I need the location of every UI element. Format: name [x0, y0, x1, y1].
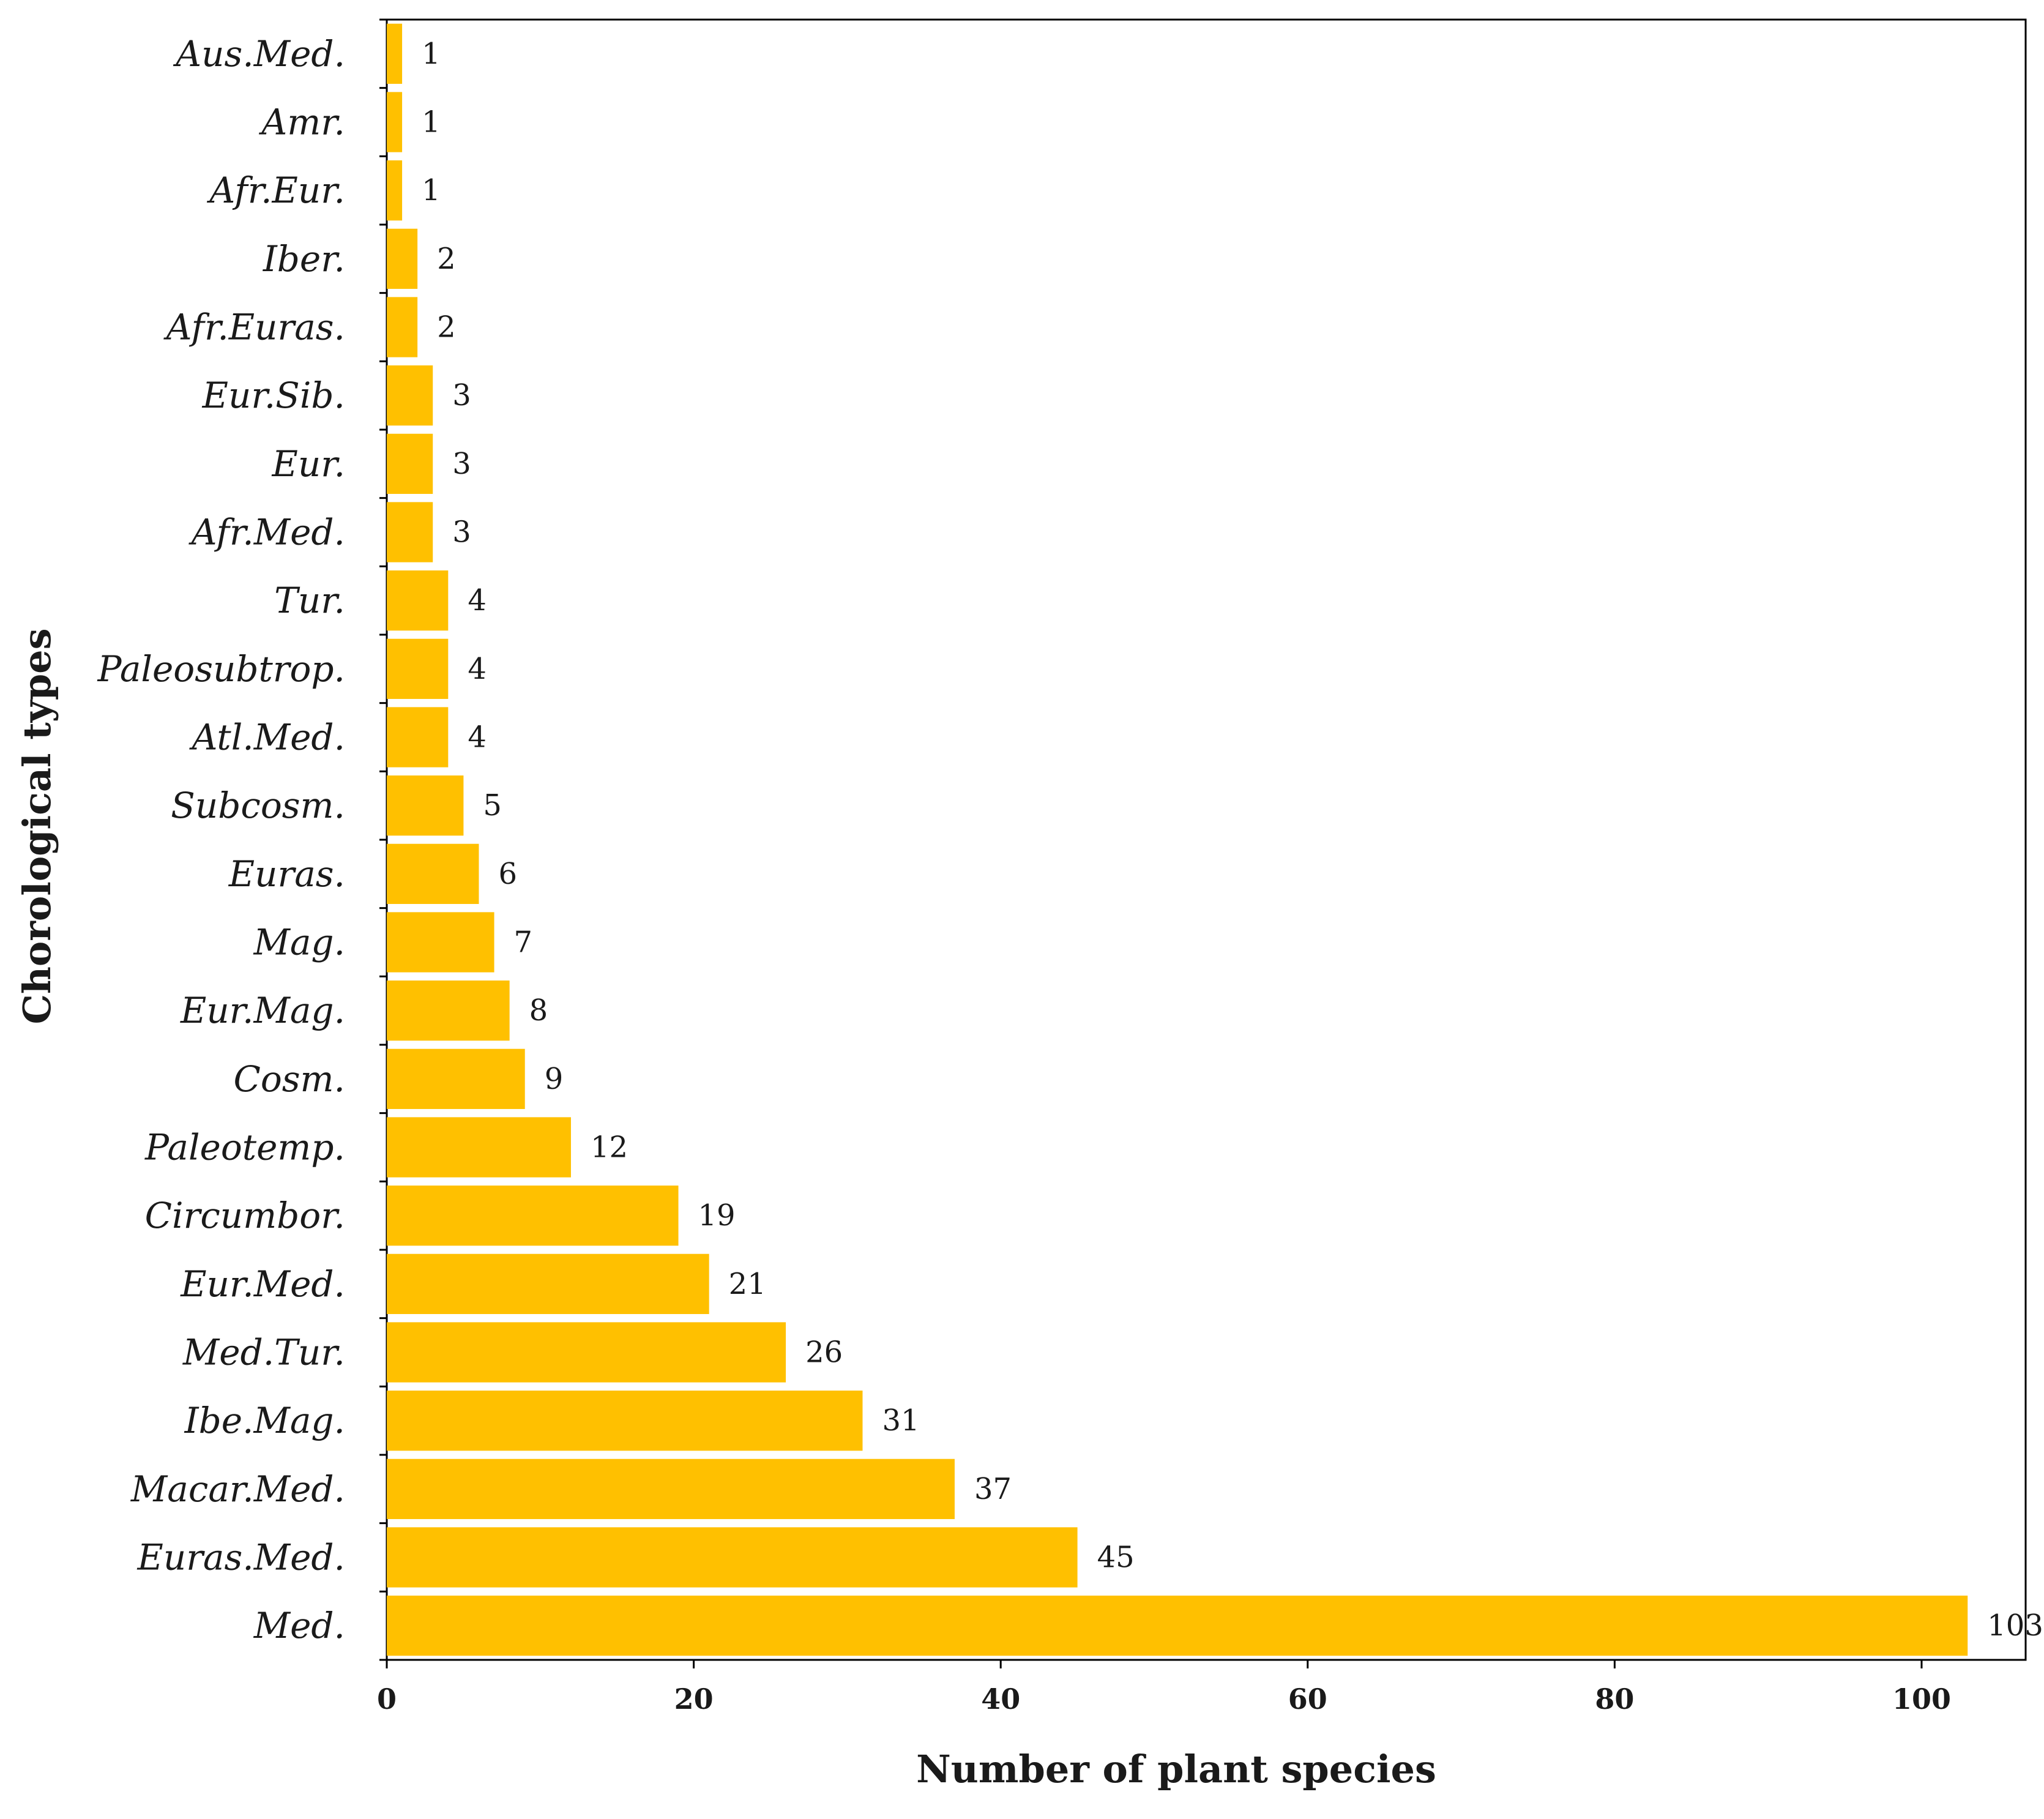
category-label: Paleotemp. — [144, 1127, 345, 1168]
category-label: Circumbor. — [145, 1195, 345, 1236]
x-tick-label: 0 — [377, 1683, 397, 1716]
bar-6 — [387, 433, 433, 494]
category-label: Iber. — [263, 238, 345, 280]
bar-11 — [387, 775, 464, 836]
category-label: Afr.Eur. — [206, 170, 345, 211]
bar-value-label: 3 — [452, 447, 471, 481]
x-axis: 0 20 40 60 80 100 — [377, 1660, 1951, 1716]
category-label: Eur.Mag. — [180, 990, 345, 1031]
x-tick-label: 60 — [1288, 1683, 1327, 1716]
bar-4 — [387, 297, 418, 357]
bar-value-label: 4 — [468, 652, 487, 686]
bar-13 — [387, 912, 494, 973]
category-label: Atl.Med. — [189, 717, 345, 758]
category-label: Amr. — [258, 102, 345, 143]
category-label: Cosm. — [234, 1058, 346, 1100]
bar-19 — [387, 1322, 786, 1383]
bar-16 — [387, 1117, 571, 1178]
bar-value-label: 103 — [1987, 1608, 2043, 1643]
x-tick-label: 80 — [1595, 1683, 1634, 1716]
category-label: Med. — [253, 1605, 345, 1646]
bar-value-label: 19 — [698, 1198, 736, 1233]
bar-value-label: 2 — [437, 310, 456, 345]
category-label: Eur. — [272, 443, 345, 485]
bar-22 — [387, 1527, 1078, 1588]
bar-10 — [387, 707, 449, 768]
category-label: Aus.Med. — [173, 33, 345, 75]
category-label: Afr.Med. — [188, 512, 345, 553]
y-axis: Aus.Med.Amr.Afr.Eur.Iber.Afr.Euras.Eur.S… — [97, 18, 387, 1661]
bar-value-label: 1 — [422, 105, 441, 140]
category-label: Med.Tur. — [182, 1332, 345, 1373]
bar-value-label: 1 — [422, 37, 441, 71]
bar-7 — [387, 502, 433, 562]
bar-value-label: 2 — [437, 242, 456, 276]
bar-value-label: 1 — [422, 173, 441, 207]
bar-value-label: 12 — [591, 1130, 628, 1165]
x-axis-title: Number of plant species — [916, 1747, 1436, 1791]
bar-9 — [387, 638, 449, 699]
bar-3 — [387, 228, 418, 289]
bar-17 — [387, 1186, 679, 1246]
category-label: Afr.Euras. — [163, 307, 345, 348]
category-label: Euras.Med. — [137, 1537, 345, 1578]
bar-value-label: 5 — [483, 788, 502, 823]
bar-value-label: 6 — [498, 857, 517, 891]
bar-value-label: 8 — [529, 993, 548, 1028]
category-label: Macar.Med. — [130, 1468, 345, 1510]
bar-21 — [387, 1459, 955, 1519]
bar-2 — [387, 160, 403, 221]
bar-value-label: 45 — [1097, 1541, 1135, 1575]
category-label: Eur.Med. — [180, 1263, 345, 1305]
bar-value-label: 31 — [882, 1403, 919, 1438]
bar-value-label: 4 — [468, 583, 487, 618]
bar-8 — [387, 570, 449, 631]
bar-5 — [387, 365, 433, 426]
bar-value-label: 3 — [452, 378, 471, 413]
bar-value-label: 4 — [468, 720, 487, 755]
bar-14 — [387, 980, 510, 1041]
category-label: Subcosm. — [171, 785, 345, 826]
bar-value-label: 37 — [974, 1472, 1012, 1506]
category-label: Ibe.Mag. — [184, 1400, 345, 1441]
x-tick-label: 100 — [1892, 1683, 1951, 1716]
bar-value-label: 26 — [805, 1335, 843, 1370]
bar-23 — [387, 1596, 1968, 1656]
category-label: Tur. — [274, 580, 345, 621]
bar-value-label: 7 — [514, 925, 533, 960]
bar-18 — [387, 1253, 709, 1314]
category-label: Euras. — [228, 853, 345, 895]
category-label: Mag. — [253, 922, 345, 963]
bar-value-label: 21 — [729, 1267, 766, 1301]
bar-1 — [387, 92, 403, 152]
bar-value-label: 9 — [545, 1062, 564, 1096]
category-label: Eur.Sib. — [202, 375, 345, 416]
category-label: Paleosubtrop. — [97, 648, 345, 690]
bar-0 — [387, 23, 403, 84]
bar-value-label: 3 — [452, 515, 471, 550]
x-tick-label: 40 — [981, 1683, 1020, 1716]
bar-20 — [387, 1391, 863, 1451]
bar-12 — [387, 843, 479, 904]
bar-15 — [387, 1048, 525, 1109]
y-axis-title: Chorological types — [15, 628, 59, 1024]
x-tick-label: 20 — [674, 1683, 714, 1716]
